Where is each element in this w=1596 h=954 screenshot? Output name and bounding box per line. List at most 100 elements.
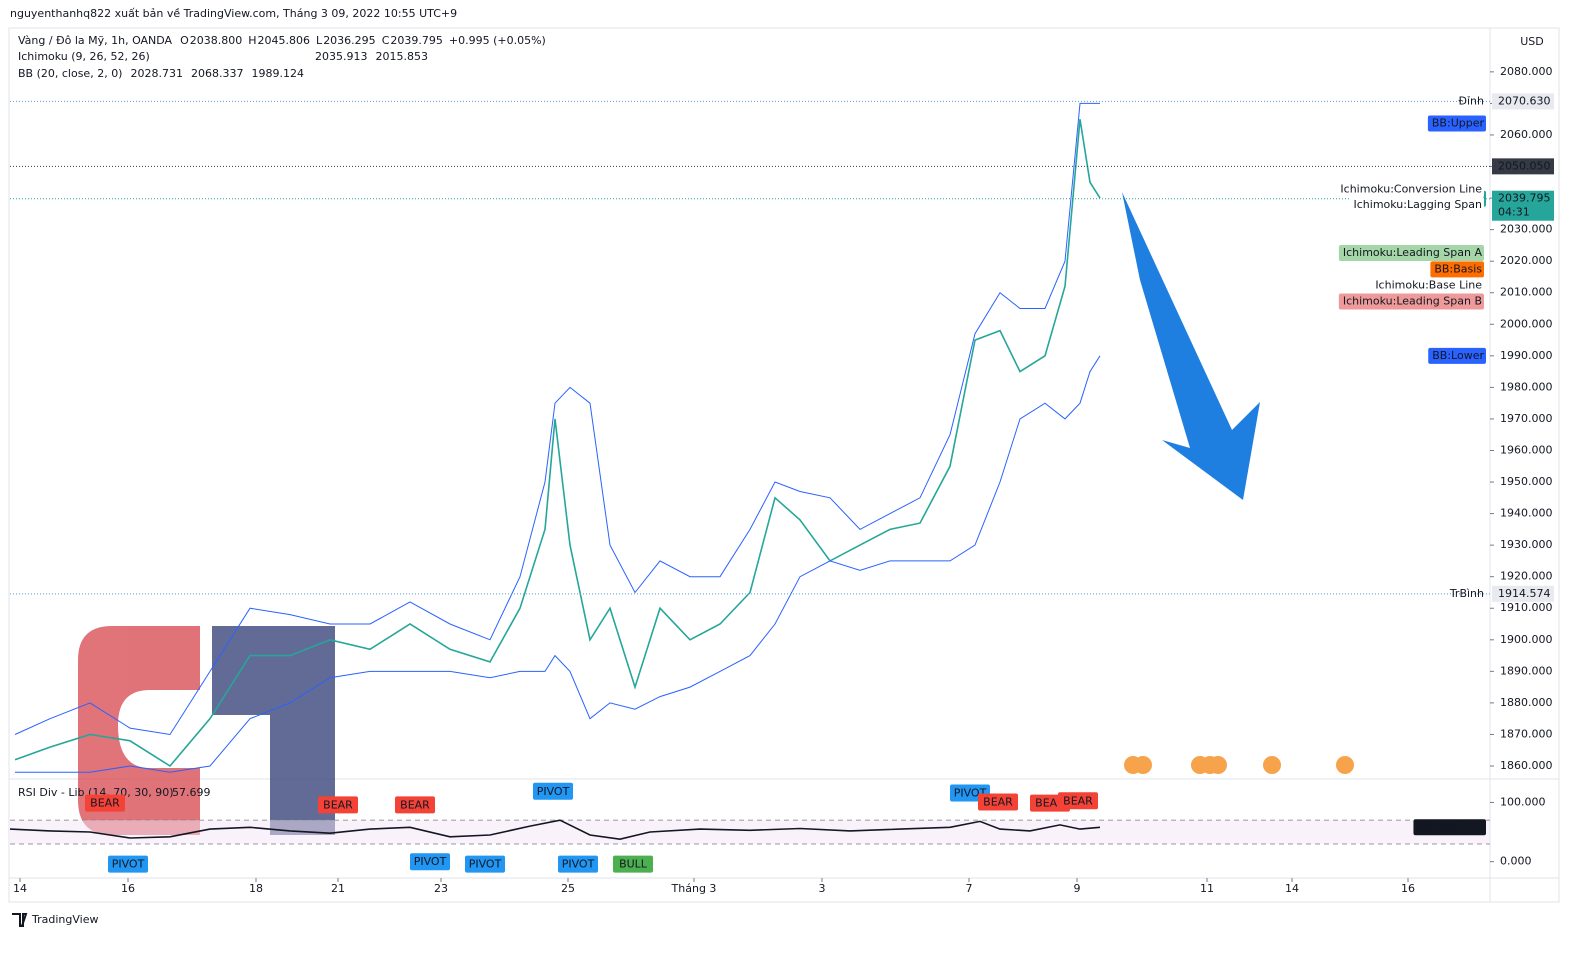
signal-bg [395, 796, 435, 814]
signal-bg [533, 782, 573, 800]
indicator-value: 2015.853 [376, 50, 429, 63]
y-tick-label: 2030.000 [1500, 223, 1553, 236]
y-tick-label: 1960.000 [1500, 443, 1553, 456]
line-label-bg [1338, 293, 1484, 310]
line-label-group: Ichimoku:Leading Span A [1338, 244, 1484, 261]
y-tick-label: 1880.000 [1500, 696, 1553, 709]
y-tick-label: 2060.000 [1500, 128, 1553, 141]
publisher: nguyenthanhq822 xuất bản về TradingView.… [10, 7, 457, 20]
signal-bg [558, 855, 598, 873]
watermark-logo [78, 626, 335, 835]
signal: PIVOT [533, 782, 573, 800]
level-tag [1492, 585, 1554, 602]
signal: PIVOT [465, 855, 505, 873]
ohlc-name: O [180, 34, 189, 47]
level-name: TrBình [1449, 587, 1484, 600]
x-tick-label: 3 [819, 882, 826, 895]
y-tick-label: 1870.000 [1500, 727, 1553, 740]
line-label-group: Ichimoku:Leading Span B [1338, 293, 1484, 310]
line-label-bg [1371, 277, 1484, 294]
ohlc-value: 2039.795 [390, 34, 443, 47]
x-tick-label: 23 [434, 882, 448, 895]
signal-label: PIVOT [112, 858, 145, 871]
price-tag [1492, 158, 1554, 175]
currency-unit: USD [1520, 35, 1544, 48]
signal: BEAR [85, 794, 125, 812]
series-label-bg [1428, 347, 1486, 364]
signal-label: PIVOT [469, 858, 502, 871]
signal-bg [85, 794, 125, 812]
y-tick-label: 1950.000 [1500, 475, 1553, 488]
x-tick-label: Tháng 3 [671, 882, 717, 895]
indicator-name: Ichimoku (9, 26, 52, 26) [18, 50, 150, 63]
rsi-title: RSI Div - Lib (14, 70, 30, 90) [18, 786, 174, 799]
signal-bg [978, 793, 1018, 811]
ohlc-value: 2038.800 [190, 34, 243, 47]
signal-label: BEAR [323, 798, 353, 811]
signal: BEAR [318, 796, 358, 814]
line-label: Ichimoku:Leading Span A [1343, 246, 1483, 259]
down-arrow [1122, 192, 1260, 500]
x-tick-label: 21 [331, 882, 345, 895]
signal-label: BEAR [90, 797, 120, 810]
ohlc-value: 2045.806 [258, 34, 311, 47]
signal-bg [318, 796, 358, 814]
x-tick-label: 9 [1074, 882, 1081, 895]
series-line [9, 819, 1101, 841]
series-line [14, 102, 1100, 736]
signal: BEAR [395, 796, 435, 814]
series-label-bg [1413, 819, 1486, 836]
footer-brand: TradingView [31, 913, 98, 926]
tv-logo [12, 913, 28, 927]
line-label-bg [1336, 181, 1484, 198]
signal-bg [108, 855, 148, 873]
signal-label: PIVOT [537, 785, 570, 798]
y-tick-label: 2020.000 [1500, 254, 1553, 267]
line-label: Ichimoku:Leading Span B [1343, 295, 1482, 308]
level-value: 1914.574 [1498, 587, 1551, 600]
rsi-value: 57.699 [172, 786, 211, 799]
ohlc-name: H [248, 34, 256, 47]
x-tick-label: 16 [121, 882, 135, 895]
signal-bg [465, 855, 505, 873]
indicator-name: BB (20, close, 2, 0) [18, 67, 122, 80]
level-value: 2070.630 [1498, 94, 1551, 107]
frame [8, 27, 1560, 903]
line-label-bg [1430, 261, 1484, 278]
series-line [15, 355, 1101, 773]
line-label-group: BB:Basis [1430, 261, 1484, 278]
y-tick-label: 2000.000 [1500, 317, 1553, 330]
y-tick-label: 1890.000 [1500, 664, 1553, 677]
signal-label: BEAR [1063, 794, 1093, 807]
x-tick-label: 16 [1401, 882, 1415, 895]
signal: BEAR [978, 793, 1018, 811]
signal-label: BEAR [983, 795, 1013, 808]
y-tick-label: 1980.000 [1500, 380, 1553, 393]
price-tag-value: 2050.050 [1498, 159, 1551, 172]
line-label-group: Ichimoku:Base Line [1371, 277, 1484, 294]
signal: BULL [613, 855, 653, 873]
signal-label: PIVOT [414, 855, 447, 868]
x-tick-label: 14 [13, 882, 27, 895]
y-tick-label: 0.000 [1500, 855, 1532, 868]
level-name: Đỉnh [1458, 94, 1484, 107]
event-icons [1124, 756, 1354, 774]
signal-label: BEAR [1035, 797, 1065, 810]
line-label: Ichimoku:Base Line [1375, 278, 1482, 291]
indicator-value: 2028.731 [130, 67, 183, 80]
x-tick-label: 14 [1285, 882, 1299, 895]
series-label: RSI Div - Lib [1417, 820, 1484, 833]
ohlc-name: L [316, 34, 323, 47]
signal: PIVOT [410, 853, 450, 871]
series-label-group: RSI Div - Lib [1413, 819, 1486, 836]
y-tick-label: 1900.000 [1500, 633, 1553, 646]
y-tick-label: 100.000 [1500, 795, 1546, 808]
line-label-group: Ichimoku:Conversion Line [1336, 181, 1484, 198]
signal-bg [613, 855, 653, 873]
signal-label: BULL [619, 858, 648, 871]
series-label: BB:Lower [1432, 349, 1484, 362]
price-change: +0.995 (+0.05%) [449, 34, 546, 47]
signal-bg [1058, 792, 1098, 810]
price-tag-countdown: 04:31 [1498, 206, 1530, 219]
